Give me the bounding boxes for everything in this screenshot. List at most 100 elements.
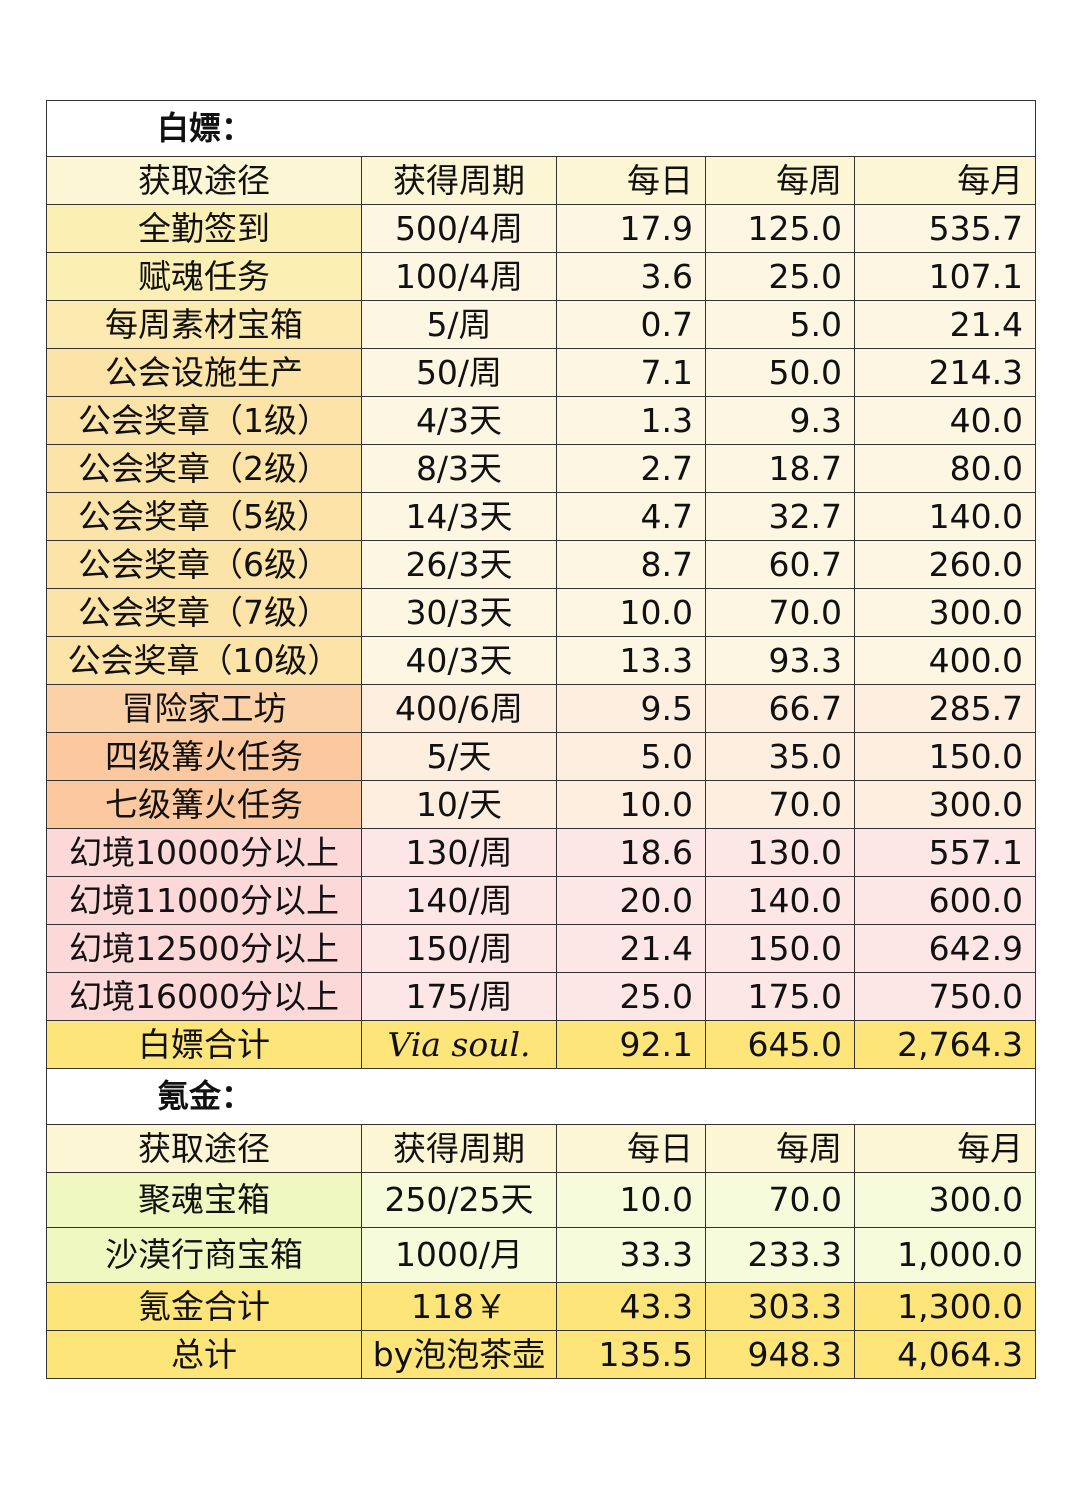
table-row: 每周素材宝箱 5/周 0.7 5.0 21.4 [46,300,1037,349]
monthly-cell: 214.3 [853,348,1037,397]
cycle-cell: 118￥ [361,1282,557,1331]
source-cell: 沙漠行商宝箱 [46,1227,362,1283]
source-cell: 公会奖章（2级） [46,444,362,493]
weekly-cell: 175.0 [705,972,855,1021]
column-header: 每日 [556,156,706,205]
daily-cell: 3.6 [556,252,706,301]
source-cell: 公会奖章（5级） [46,492,362,541]
weekly-cell: 5.0 [705,300,855,349]
cycle-cell: 1000/月 [361,1227,557,1283]
table-row: 四级篝火任务 5/天 5.0 35.0 150.0 [46,732,1037,781]
source-cell: 全勤签到 [46,204,362,253]
column-header: 获得周期 [361,156,557,205]
section-title: 白嫖： [45,100,1037,157]
source-cell: 聚魂宝箱 [46,1172,362,1228]
source-cell: 白嫖合计 [46,1020,362,1069]
monthly-cell: 80.0 [853,444,1037,493]
source-cell: 幻境16000分以上 [46,972,362,1021]
daily-cell: 135.5 [556,1330,706,1379]
monthly-cell: 21.4 [853,300,1037,349]
table-row: 公会奖章（10级） 40/3天 13.3 93.3 400.0 [46,636,1037,685]
monthly-cell: 260.0 [853,540,1037,589]
source-cell: 每周素材宝箱 [46,300,362,349]
source-cell: 总计 [46,1330,362,1379]
free-total-row: 白嫖合计 Via soul. 92.1 645.0 2,764.3 [46,1020,1037,1069]
source-cell: 赋魂任务 [46,252,362,301]
weekly-cell: 645.0 [705,1020,855,1069]
cycle-cell: 100/4周 [361,252,557,301]
table-row: 幻境10000分以上 130/周 18.6 130.0 557.1 [46,828,1037,877]
daily-cell: 9.5 [556,684,706,733]
weekly-cell: 35.0 [705,732,855,781]
weekly-cell: 60.7 [705,540,855,589]
daily-cell: 33.3 [556,1227,706,1283]
monthly-cell: 2,764.3 [853,1020,1037,1069]
table-row: 幻境16000分以上 175/周 25.0 175.0 750.0 [46,972,1037,1021]
paid-total-row: 氪金合计 118￥ 43.3 303.3 1,300.0 [46,1282,1037,1331]
table-row: 赋魂任务 100/4周 3.6 25.0 107.1 [46,252,1037,301]
cycle-cell: 10/天 [361,780,557,829]
monthly-cell: 400.0 [853,636,1037,685]
monthly-cell: 300.0 [853,588,1037,637]
weekly-cell: 948.3 [705,1330,855,1379]
daily-cell: 20.0 [556,876,706,925]
daily-cell: 7.1 [556,348,706,397]
monthly-cell: 150.0 [853,732,1037,781]
cycle-cell: 400/6周 [361,684,557,733]
monthly-cell: 1,300.0 [853,1282,1037,1331]
monthly-cell: 600.0 [853,876,1037,925]
header-row: 获取途径 获得周期 每日 每周 每月 [46,1124,1037,1173]
source-cell: 幻境10000分以上 [46,828,362,877]
daily-cell: 10.0 [556,1172,706,1228]
monthly-cell: 285.7 [853,684,1037,733]
table-row: 沙漠行商宝箱 1000/月 33.3 233.3 1,000.0 [46,1227,1037,1283]
table-row: 聚魂宝箱 250/25天 10.0 70.0 300.0 [46,1172,1037,1228]
table-row: 公会奖章（1级） 4/3天 1.3 9.3 40.0 [46,396,1037,445]
section-title-row: 白嫖： [45,100,1037,157]
section-title-row: 氪金： [45,1068,1037,1125]
daily-cell: 2.7 [556,444,706,493]
weekly-cell: 233.3 [705,1227,855,1283]
monthly-cell: 1,000.0 [853,1227,1037,1283]
weekly-cell: 125.0 [705,204,855,253]
table-row: 幻境11000分以上 140/周 20.0 140.0 600.0 [46,876,1037,925]
table-row: 公会奖章（5级） 14/3天 4.7 32.7 140.0 [46,492,1037,541]
cycle-cell: 40/3天 [361,636,557,685]
column-header: 获得周期 [361,1124,557,1173]
cycle-cell: 4/3天 [361,396,557,445]
column-header: 每日 [556,1124,706,1173]
weekly-cell: 18.7 [705,444,855,493]
daily-cell: 1.3 [556,396,706,445]
source-cell: 七级篝火任务 [46,780,362,829]
cycle-cell: 150/周 [361,924,557,973]
table-row: 公会奖章（2级） 8/3天 2.7 18.7 80.0 [46,444,1037,493]
cycle-cell: 140/周 [361,876,557,925]
cycle-cell: 175/周 [361,972,557,1021]
source-cell: 冒险家工坊 [46,684,362,733]
daily-cell: 10.0 [556,780,706,829]
table-row: 冒险家工坊 400/6周 9.5 66.7 285.7 [46,684,1037,733]
table-row: 全勤签到 500/4周 17.9 125.0 535.7 [46,204,1037,253]
income-table: 白嫖： 获取途径 获得周期 每日 每周 每月 全勤签到 500/4周 17.9 125.0 535.… [45,100,1037,1379]
table-row: 公会奖章（7级） 30/3天 10.0 70.0 300.0 [46,588,1037,637]
monthly-cell: 300.0 [853,1172,1037,1228]
daily-cell: 13.3 [556,636,706,685]
section-title: 氪金： [45,1068,1037,1125]
cycle-cell: 500/4周 [361,204,557,253]
table-row: 幻境12500分以上 150/周 21.4 150.0 642.9 [46,924,1037,973]
monthly-cell: 750.0 [853,972,1037,1021]
daily-cell: 4.7 [556,492,706,541]
daily-cell: 25.0 [556,972,706,1021]
table-row: 公会奖章（6级） 26/3天 8.7 60.7 260.0 [46,540,1037,589]
source-cell: 公会奖章（6级） [46,540,362,589]
source-cell: 公会奖章（7级） [46,588,362,637]
cycle-cell: by泡泡茶壶 [361,1330,557,1379]
weekly-cell: 9.3 [705,396,855,445]
daily-cell: 92.1 [556,1020,706,1069]
column-header: 每月 [853,156,1037,205]
cycle-cell: 30/3天 [361,588,557,637]
cycle-cell: 5/周 [361,300,557,349]
source-cell: 公会奖章（1级） [46,396,362,445]
daily-cell: 10.0 [556,588,706,637]
table-row: 公会设施生产 50/周 7.1 50.0 214.3 [46,348,1037,397]
